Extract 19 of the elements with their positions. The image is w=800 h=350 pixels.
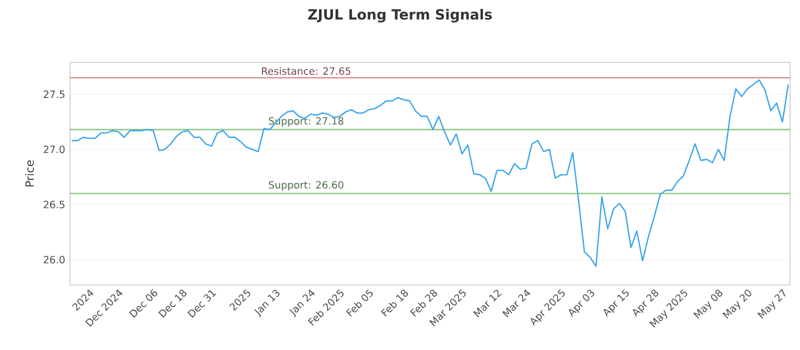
y-tick-label: 27.5 [44, 90, 64, 98]
x-tick-label: Feb 05 [346, 289, 373, 317]
x-tick-label: Apr 03 [568, 290, 594, 317]
x-tick-label: Apr 15 [604, 289, 629, 317]
x-tick-label: Dec 31 [187, 290, 216, 318]
ref-line-label: Resistance: 27.65 [262, 67, 350, 75]
chart-title: ZJUL Long Term Signals [308, 8, 492, 22]
y-tick-label: 27.0 [44, 146, 65, 154]
y-tick-label: 26.0 [44, 256, 65, 264]
y-tick-label: 26.5 [44, 200, 64, 208]
x-tick-label: Apr 28 [632, 290, 658, 317]
x-tick-label: Jan 24 [289, 289, 315, 318]
x-tick-label: Dec 18 [158, 290, 186, 318]
x-tick-label: Jan 13 [254, 290, 280, 318]
y-axis-title: Price [25, 160, 34, 186]
x-tick-label: Feb 18 [380, 290, 408, 317]
x-tick-label: Dec 06 [129, 289, 158, 318]
x-tick-label: Feb 28 [410, 290, 438, 317]
ref-line-label: Support: 26.60 [268, 181, 344, 191]
